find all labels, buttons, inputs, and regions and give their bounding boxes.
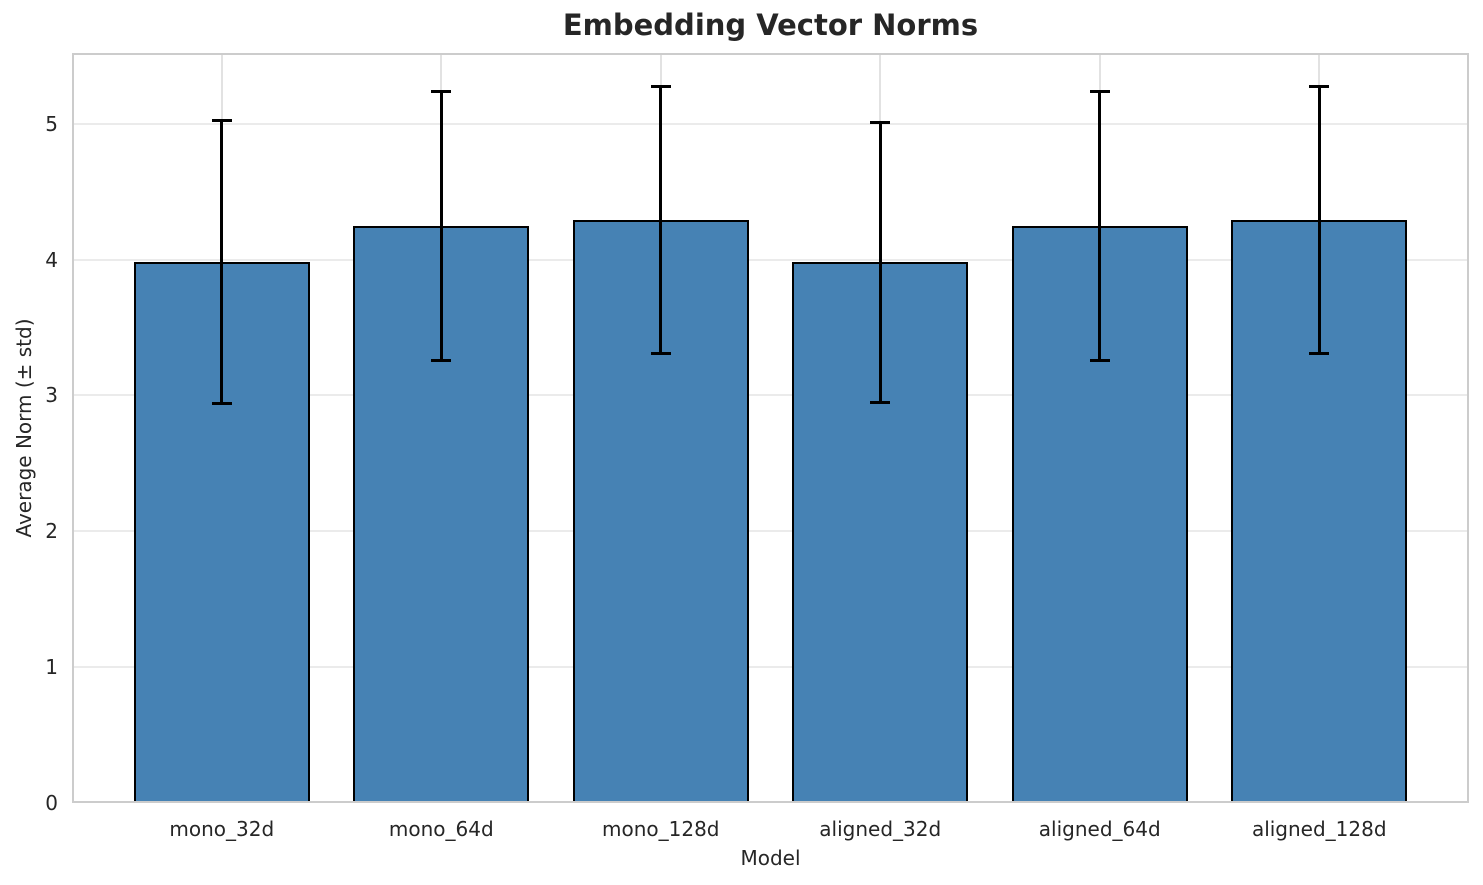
x-tick-label: aligned_128d [1251,817,1387,841]
error-bar-cap-top-aligned_128d [1309,85,1330,89]
y-tick-label: 3 [45,383,58,408]
gridline-horizontal [72,258,1469,261]
x-tick-label: mono_128d [602,817,720,841]
error-bar-cap-bottom-aligned_128d [1309,351,1330,355]
x-tick-label: aligned_32d [819,817,942,841]
chart-title: Embedding Vector Norms [562,8,979,42]
x-tick-label: aligned_64d [1038,817,1161,841]
x-tick-label: mono_64d [388,817,494,841]
x-axis-label: Model [740,846,801,870]
error-bar-cap-bottom-mono_128d [650,351,671,355]
y-tick-label: 5 [45,111,58,136]
error-bar-line-aligned_64d [1098,91,1102,361]
error-bar-line-aligned_32d [878,122,882,403]
error-bar-cap-bottom-aligned_64d [1089,358,1110,362]
error-bar-cap-bottom-aligned_32d [870,400,891,404]
x-tick-label: mono_32d [169,817,275,841]
y-tick-label: 2 [45,519,58,544]
gridline-horizontal [72,394,1469,397]
y-tick-label: 4 [45,247,58,272]
error-bar-cap-bottom-mono_32d [211,402,232,406]
error-bar-cap-top-mono_32d [211,119,232,123]
error-bar-cap-bottom-mono_64d [431,358,452,362]
error-bar-line-mono_128d [659,86,663,354]
error-bar-cap-top-mono_128d [650,85,671,89]
plot-area [72,53,1469,803]
error-bar-cap-top-mono_64d [431,89,452,93]
y-axis-label: Average Norm (± std) [12,318,36,538]
error-bar-cap-top-aligned_32d [870,120,891,124]
y-tick-label: 1 [45,655,58,680]
error-bar-line-mono_32d [220,120,224,404]
gridline-horizontal [72,122,1469,125]
y-tick-label: 0 [45,791,58,815]
gridline-horizontal [72,530,1469,533]
gridline-horizontal [72,666,1469,669]
error-bar-cap-top-aligned_64d [1089,89,1110,93]
error-bar-line-mono_64d [439,91,443,361]
error-bar-line-aligned_128d [1317,86,1321,354]
